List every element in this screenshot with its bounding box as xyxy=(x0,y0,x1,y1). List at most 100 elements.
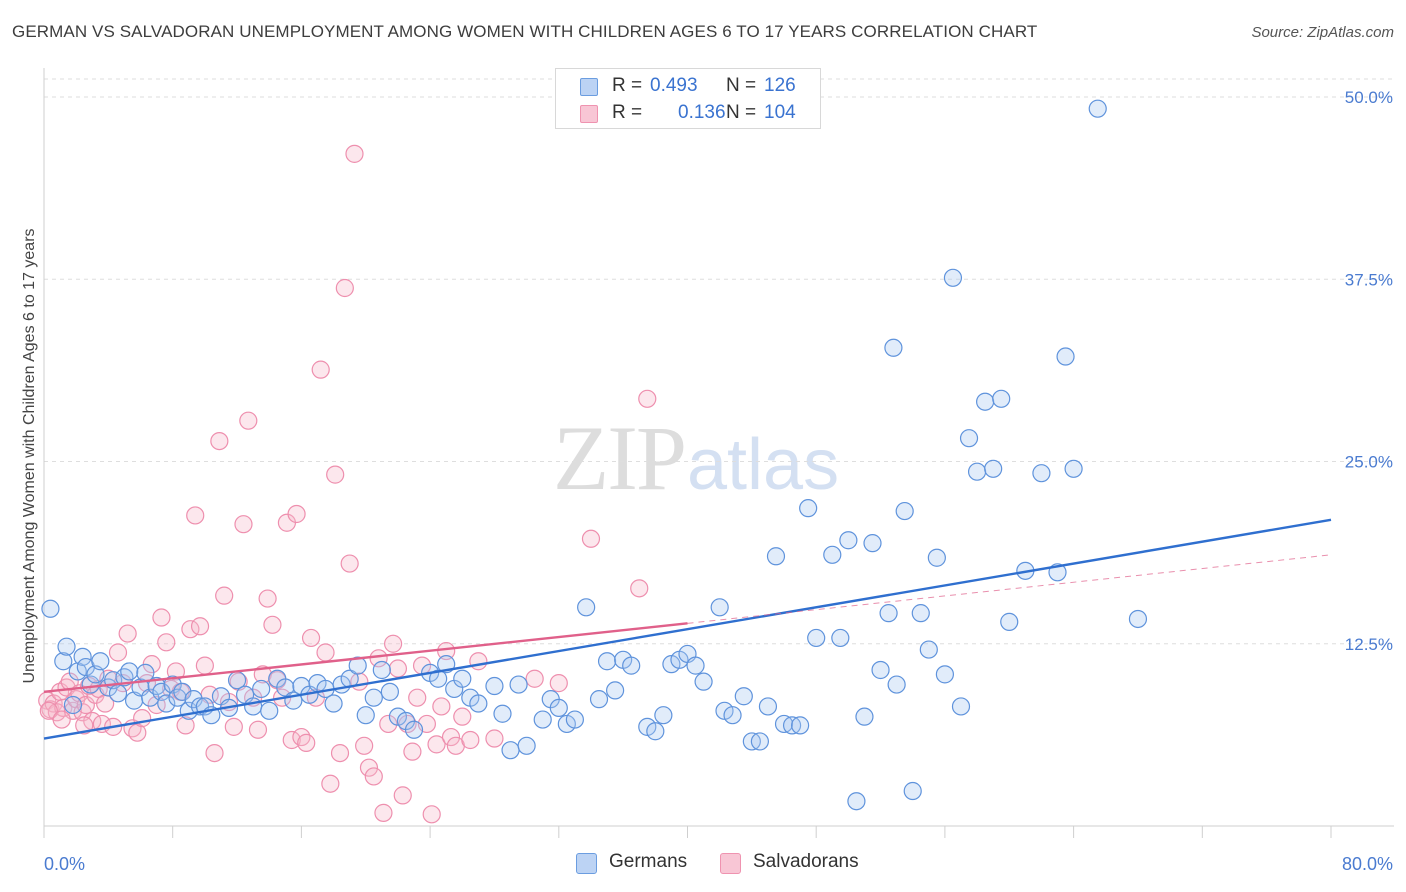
germans-swatch xyxy=(580,78,598,96)
germans-point xyxy=(577,598,596,617)
germans-point xyxy=(57,637,76,656)
germans-point xyxy=(501,741,520,760)
trend-lines xyxy=(43,518,1332,740)
salvadorans-legend-swatch xyxy=(720,853,741,874)
germans-point xyxy=(260,701,279,720)
germans-point xyxy=(152,682,171,701)
germans-point xyxy=(597,652,617,671)
y-tick-label: 12.5% xyxy=(1345,635,1393,654)
germans-point xyxy=(147,676,166,696)
germans-point xyxy=(871,660,890,680)
salvadorans-point xyxy=(345,144,364,163)
germans-point xyxy=(108,684,128,703)
salvadorans-trend-line xyxy=(43,622,688,694)
legend-n-value: 126 xyxy=(764,75,796,96)
salvadorans-point xyxy=(311,360,330,379)
salvadorans-point xyxy=(388,659,408,678)
salvadorans-point xyxy=(190,617,210,636)
salvadorans-point xyxy=(630,579,649,598)
germans-point xyxy=(168,688,187,707)
salvadorans-point xyxy=(301,628,321,648)
correlation-legend: R = 0.493 N = 126 R = 0.136 N = 104 xyxy=(555,68,821,129)
germans-point xyxy=(252,679,271,699)
germans-point xyxy=(533,710,552,729)
salvadorans-point xyxy=(340,554,359,573)
germans-legend-swatch xyxy=(576,853,597,874)
salvadorans-point xyxy=(258,589,277,608)
germans-point xyxy=(847,792,866,811)
salvadorans-point xyxy=(321,774,340,793)
germans-point xyxy=(485,676,504,696)
germans-point xyxy=(734,687,753,706)
germans-point xyxy=(903,781,922,801)
salvadorans-point xyxy=(469,652,488,671)
x-tick-label: 0.0% xyxy=(44,854,85,874)
germans-point xyxy=(404,720,424,739)
germans-point xyxy=(73,647,92,666)
germans-point xyxy=(120,662,139,681)
germans-point xyxy=(694,672,713,691)
germans-point xyxy=(1088,99,1107,118)
salvadorans-point xyxy=(403,742,422,761)
salvadorans-point xyxy=(316,643,335,662)
salvadorans-point xyxy=(108,643,128,662)
salvadorans-point xyxy=(549,674,568,693)
germans-point xyxy=(429,669,448,688)
legend-r-label: R = xyxy=(612,75,643,96)
germans-point xyxy=(992,389,1011,408)
salvadorans-point xyxy=(195,656,214,675)
germans-point xyxy=(855,707,874,726)
germans-point xyxy=(622,656,641,675)
germans-point xyxy=(943,268,963,287)
germans-point xyxy=(766,547,786,566)
salvadorans-point xyxy=(326,465,345,484)
germans-point xyxy=(879,604,898,623)
germans-point xyxy=(589,690,609,709)
salvadorans-point xyxy=(374,803,393,822)
germans-trend-line xyxy=(43,518,1332,740)
germans-point xyxy=(41,599,60,618)
salvadorans-point xyxy=(335,278,354,298)
salvadorans-point xyxy=(224,717,243,736)
germans-point xyxy=(1000,612,1019,631)
germans-point xyxy=(831,628,850,648)
germans-point xyxy=(967,462,987,481)
salvadorans-point xyxy=(157,633,176,652)
legend-n-label: N = xyxy=(726,75,757,96)
salvadorans-point xyxy=(75,716,94,735)
germans-point xyxy=(469,694,488,713)
legend-r-value: 0.493 xyxy=(650,75,698,96)
germans-point xyxy=(959,429,979,448)
germans-point xyxy=(646,722,665,741)
salvadorans-swatch xyxy=(580,105,598,123)
germans-points xyxy=(41,99,1148,811)
germans-point xyxy=(807,628,826,648)
chart-title: GERMAN VS SALVADORAN UNEMPLOYMENT AMONG … xyxy=(12,22,1038,41)
salvadorans-trend-line xyxy=(687,554,1332,624)
salvadorans-point xyxy=(422,805,441,824)
germans-point xyxy=(509,675,528,694)
salvadorans-point xyxy=(205,743,224,763)
salvadorans-point xyxy=(297,733,316,752)
germans-point xyxy=(710,598,729,617)
salvadorans-point xyxy=(485,729,504,748)
salvadorans-point xyxy=(638,389,657,408)
germans-point xyxy=(348,656,367,675)
salvadorans-point xyxy=(461,730,480,750)
germans-point xyxy=(244,697,263,716)
germans-point xyxy=(157,694,176,713)
salvadorans-legend-label: Salvadorans xyxy=(753,851,859,872)
germans-point xyxy=(141,688,160,707)
gridlines xyxy=(44,78,1394,645)
germans-point xyxy=(1056,347,1075,366)
germans-point xyxy=(723,706,742,725)
salvadorans-point xyxy=(393,786,412,805)
salvadorans-point xyxy=(453,707,472,726)
legend-n-value: 104 xyxy=(764,102,796,123)
salvadorans-point xyxy=(118,624,137,643)
salvadorans-point xyxy=(355,736,374,755)
germans-point xyxy=(1128,609,1148,629)
germans-point xyxy=(919,640,938,659)
salvadorans-point xyxy=(234,515,253,534)
